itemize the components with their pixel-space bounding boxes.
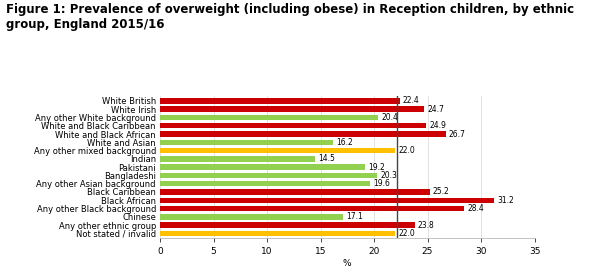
- Bar: [160, 164, 365, 170]
- Text: 26.7: 26.7: [449, 130, 466, 138]
- Text: 24.7: 24.7: [428, 105, 445, 114]
- Text: 25.2: 25.2: [433, 187, 449, 196]
- Bar: [160, 189, 429, 195]
- Bar: [160, 148, 396, 153]
- Bar: [160, 131, 446, 137]
- Bar: [160, 115, 378, 120]
- Bar: [160, 198, 494, 203]
- Text: 24.9: 24.9: [429, 121, 446, 130]
- Text: 31.2: 31.2: [497, 196, 514, 205]
- Text: Figure 1: Prevalence of overweight (including obese) in Reception children, by e: Figure 1: Prevalence of overweight (incl…: [6, 3, 574, 31]
- Text: 19.2: 19.2: [368, 163, 385, 172]
- Text: 22.0: 22.0: [399, 229, 416, 238]
- Bar: [160, 173, 378, 178]
- Bar: [160, 156, 315, 162]
- Bar: [160, 222, 415, 228]
- Text: 22.0: 22.0: [399, 146, 416, 155]
- Bar: [160, 206, 464, 211]
- Bar: [160, 214, 343, 219]
- Bar: [160, 139, 333, 145]
- X-axis label: %: %: [343, 259, 352, 268]
- Text: 23.8: 23.8: [418, 221, 435, 230]
- Text: 19.6: 19.6: [373, 179, 390, 188]
- Text: 16.2: 16.2: [336, 138, 353, 147]
- Bar: [160, 98, 400, 104]
- Text: 20.3: 20.3: [381, 171, 397, 180]
- Text: 28.4: 28.4: [467, 204, 484, 213]
- Text: 20.4: 20.4: [382, 113, 399, 122]
- Text: 22.4: 22.4: [403, 96, 420, 105]
- Bar: [160, 123, 426, 129]
- Bar: [160, 107, 425, 112]
- Text: 14.5: 14.5: [318, 154, 335, 163]
- Bar: [160, 231, 396, 236]
- Text: 17.1: 17.1: [346, 212, 363, 221]
- Bar: [160, 181, 370, 186]
